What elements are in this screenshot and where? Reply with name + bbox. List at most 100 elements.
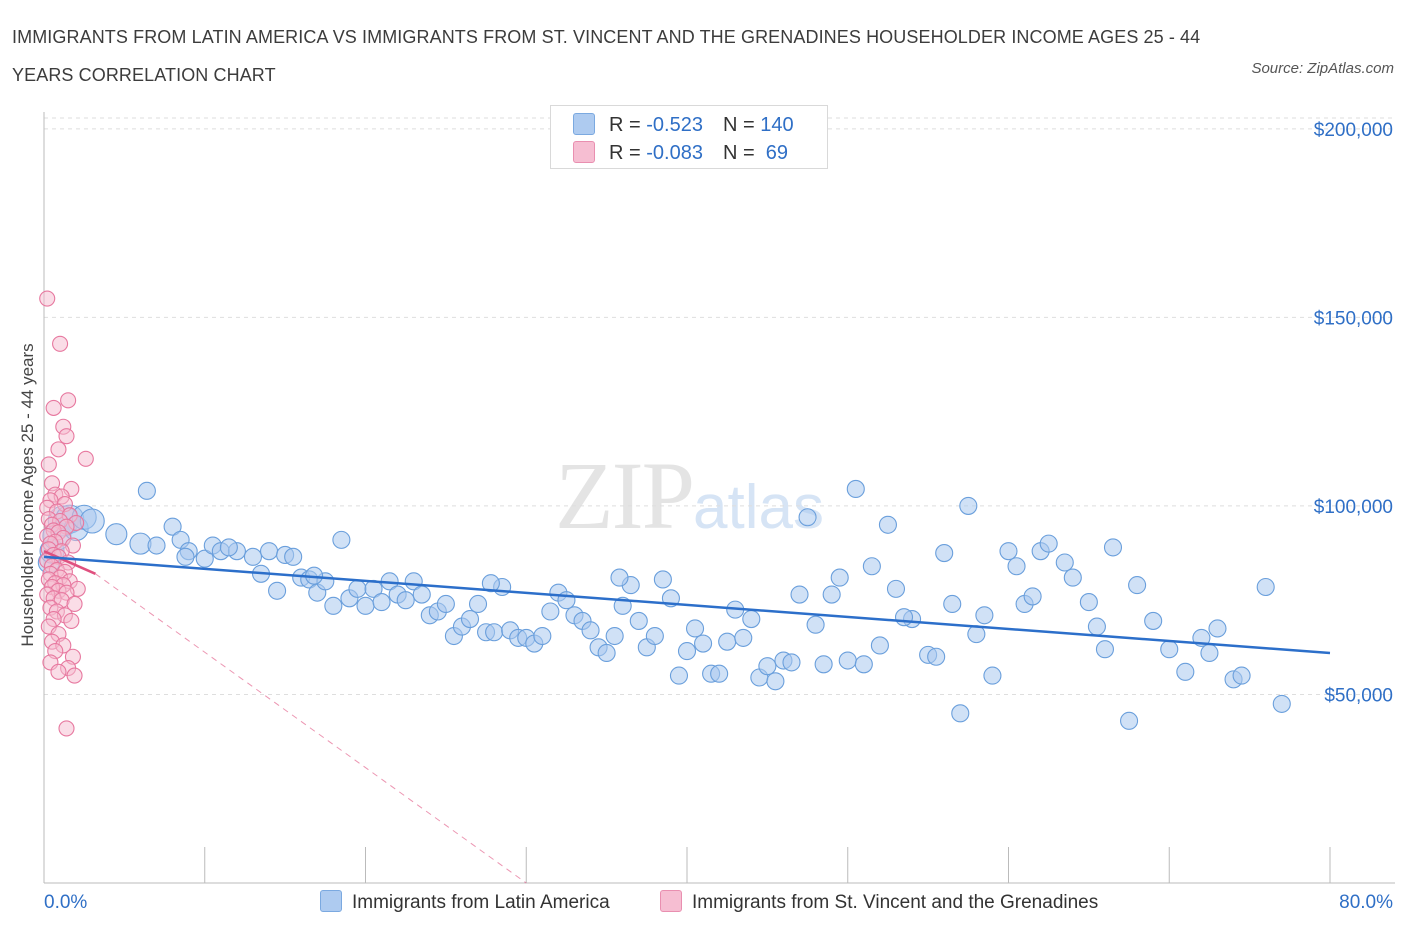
point-latin-america <box>1128 576 1147 595</box>
point-latin-america <box>710 664 729 683</box>
point-latin-america <box>481 574 500 593</box>
point-latin-america <box>870 636 889 655</box>
point-latin-america <box>1023 587 1042 606</box>
point-latin-america <box>356 596 375 615</box>
point-latin-america <box>959 496 978 515</box>
bottom-legend-st-vincent: Immigrants from St. Vincent and the Gren… <box>660 890 1098 914</box>
point-latin-america <box>105 523 128 546</box>
point-latin-america <box>983 666 1002 685</box>
x-tick-label: 80.0% <box>1339 892 1393 913</box>
trend-line-st-vincent <box>43 550 96 575</box>
point-latin-america <box>1087 617 1106 636</box>
point-latin-america <box>243 547 263 566</box>
point-latin-america <box>1007 557 1026 576</box>
point-latin-america <box>927 647 946 666</box>
point-latin-america <box>766 672 785 691</box>
point-latin-america <box>1256 577 1275 597</box>
point-latin-america <box>348 579 367 598</box>
point-latin-america <box>219 538 238 557</box>
point-latin-america <box>677 642 697 661</box>
point-latin-america <box>195 549 214 568</box>
point-latin-america <box>886 579 906 598</box>
point-latin-america <box>822 585 841 604</box>
legend-n-value: 69 <box>760 142 789 164</box>
watermark-atlas: atlas <box>693 473 824 542</box>
point-latin-america <box>605 626 624 646</box>
point-st-vincent <box>66 667 83 684</box>
point-latin-america <box>259 542 279 561</box>
point-latin-america <box>830 568 849 587</box>
bottom-legend-label: Immigrants from Latin America <box>352 892 610 913</box>
point-latin-america <box>894 608 914 627</box>
point-latin-america <box>324 596 343 615</box>
point-latin-america <box>742 609 761 629</box>
point-latin-america <box>645 626 664 646</box>
point-latin-america <box>1095 640 1114 659</box>
legend-n-label: N = <box>722 142 761 164</box>
point-latin-america <box>629 611 648 630</box>
point-latin-america <box>147 536 166 555</box>
source-label: Source: ZipAtlas.com <box>1251 60 1394 77</box>
point-latin-america <box>436 594 455 614</box>
point-latin-america <box>718 632 737 651</box>
point-latin-america <box>878 515 897 534</box>
point-latin-america <box>1079 593 1098 612</box>
point-latin-america <box>862 557 881 576</box>
point-st-vincent <box>63 612 80 629</box>
axes <box>43 112 1395 884</box>
point-latin-america <box>814 655 833 674</box>
point-st-vincent <box>66 595 83 613</box>
legend-r-label: R = <box>609 114 647 136</box>
point-latin-america <box>999 542 1018 561</box>
point-latin-america <box>1272 694 1291 713</box>
point-latin-america <box>541 602 560 621</box>
point-st-vincent <box>77 450 94 467</box>
trend-line-latin-america <box>43 555 1331 655</box>
point-st-vincent <box>58 720 75 737</box>
point-latin-america <box>533 626 552 646</box>
legend-n-label: N = <box>722 114 761 136</box>
point-latin-america <box>1063 568 1082 587</box>
trend-line-st-vincent-extension <box>95 573 527 884</box>
point-latin-america <box>332 530 351 549</box>
point-st-vincent <box>52 335 69 352</box>
tick-labels: $50,000 $100,000 $150,000 $200,000 0.0% 80.0% <box>44 120 1393 913</box>
point-latin-america <box>951 704 970 723</box>
watermark-zip: ZIP <box>555 442 695 549</box>
legend-row-latin-america: R = -0.523 N = 140 <box>573 113 794 137</box>
point-latin-america <box>653 570 672 589</box>
legend-r-label: R = <box>609 142 647 164</box>
point-latin-america <box>943 594 962 614</box>
point-st-vincent <box>50 441 67 458</box>
point-latin-america <box>1144 611 1163 630</box>
point-latin-america <box>372 593 391 612</box>
point-latin-america <box>1176 662 1195 681</box>
legend-row-st-vincent: R = -0.083 N = 69 <box>573 141 788 165</box>
point-latin-america <box>838 651 857 670</box>
legend-n-value: 140 <box>760 114 794 136</box>
legend-r-value: -0.523 <box>646 114 703 136</box>
bottom-legend-swatch-pink <box>660 890 682 912</box>
point-latin-america <box>1103 538 1123 557</box>
trend-line-latin-america-group <box>43 555 1331 655</box>
stats-legend: R = -0.523 N = 140 R = -0.083 N = 69 <box>550 105 828 169</box>
point-st-vincent <box>40 456 57 473</box>
point-latin-america <box>975 606 994 625</box>
point-latin-america <box>1120 711 1139 730</box>
point-latin-america <box>669 666 689 685</box>
point-latin-america <box>782 653 801 672</box>
y-tick-label: $50,000 <box>1324 685 1393 706</box>
point-st-vincent <box>60 392 77 409</box>
point-latin-america <box>798 508 817 527</box>
legend-r-value: -0.083 <box>646 142 703 164</box>
point-latin-america <box>176 547 195 566</box>
point-latin-america <box>268 581 287 600</box>
point-latin-america <box>610 568 629 587</box>
point-st-vincent <box>50 663 67 680</box>
point-latin-america <box>1200 643 1219 663</box>
point-st-vincent <box>39 290 56 307</box>
point-latin-america <box>1208 619 1227 638</box>
point-latin-america <box>1232 666 1251 685</box>
point-latin-america <box>597 643 616 663</box>
point-latin-america <box>1055 553 1074 572</box>
